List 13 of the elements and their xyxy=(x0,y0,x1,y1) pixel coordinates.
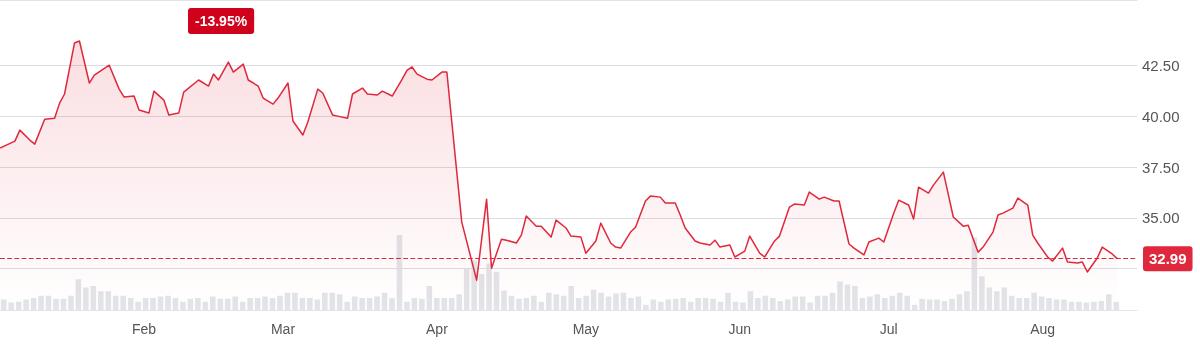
x-tick-label: Jun xyxy=(728,321,752,337)
y-tick-label: 40.00 xyxy=(1142,107,1180,125)
x-tick-label: May xyxy=(572,321,600,337)
x-tick-label: Feb xyxy=(131,321,157,337)
y-tick-label: 35.00 xyxy=(1142,209,1180,227)
y-tick-label: 42.50 xyxy=(1142,57,1180,75)
x-tick-label: Mar xyxy=(270,321,296,337)
x-tick-label: Aug xyxy=(1030,321,1056,337)
y-tick-label: 37.50 xyxy=(1142,158,1180,176)
annotation: -13.95% xyxy=(195,13,248,29)
x-tick-label: Apr xyxy=(426,321,449,337)
ref-line-label: 32.99 xyxy=(1149,250,1187,268)
x-tick-label: Jul xyxy=(879,321,898,337)
